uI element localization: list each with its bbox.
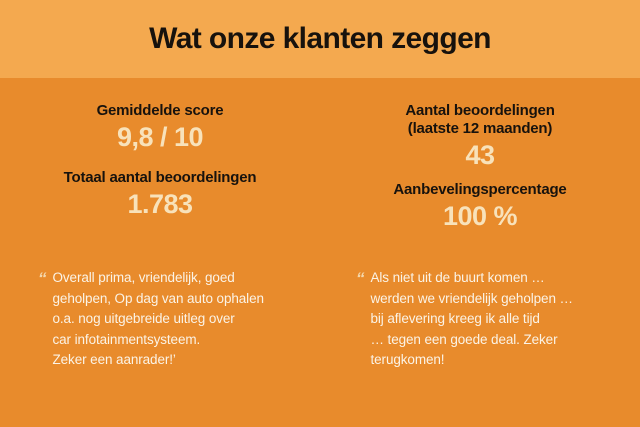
stat-label-average-score: Gemiddelde score bbox=[96, 102, 224, 119]
stat-value-average-score: 9,8 / 10 bbox=[116, 122, 204, 152]
stat-label-recommendation-rate: Aanbevelingspercentage bbox=[393, 181, 567, 198]
header-band: Wat onze klanten zeggen bbox=[0, 0, 640, 78]
page-title: Wat onze klanten zeggen bbox=[149, 22, 491, 55]
testimonial-quote-2: “ Als niet uit de buurt komen … werden w… bbox=[320, 268, 640, 371]
stat-reviews-last-12-months: Aantal beoordelingen (laatste 12 maanden… bbox=[320, 102, 640, 171]
stats-column-left: Gemiddelde score 9,8 / 10 Totaal aantal … bbox=[0, 78, 320, 260]
stat-total-reviews: Totaal aantal beoordelingen 1.783 bbox=[0, 169, 320, 220]
stat-value-total-reviews: 1.783 bbox=[127, 189, 193, 219]
testimonial-quote-1: “ Overall prima, vriendelijk, goed gehol… bbox=[0, 268, 320, 371]
stat-average-score: Gemiddelde score 9,8 / 10 bbox=[0, 102, 320, 153]
testimonial-text-2: Als niet uit de buurt komen … werden we … bbox=[370, 270, 574, 367]
stat-label-total-reviews: Totaal aantal beoordelingen bbox=[63, 169, 257, 186]
quotes-section: “ Overall prima, vriendelijk, goed gehol… bbox=[0, 268, 640, 371]
testimonial-text-1: Overall prima, vriendelijk, goed geholpe… bbox=[52, 270, 264, 367]
stat-value-reviews-last-12-months: 43 bbox=[465, 140, 495, 170]
stat-recommendation-rate: Aanbevelingspercentage 100 % bbox=[320, 181, 640, 232]
quote-mark-icon: “ bbox=[38, 269, 46, 288]
stat-value-recommendation-rate: 100 % bbox=[442, 201, 518, 231]
stat-label-reviews-last-12-months: Aantal beoordelingen (laatste 12 maanden… bbox=[405, 102, 555, 137]
quote-mark-icon: “ bbox=[356, 269, 364, 288]
stats-section: Gemiddelde score 9,8 / 10 Totaal aantal … bbox=[0, 78, 640, 260]
stats-column-right: Aantal beoordelingen (laatste 12 maanden… bbox=[320, 78, 640, 260]
